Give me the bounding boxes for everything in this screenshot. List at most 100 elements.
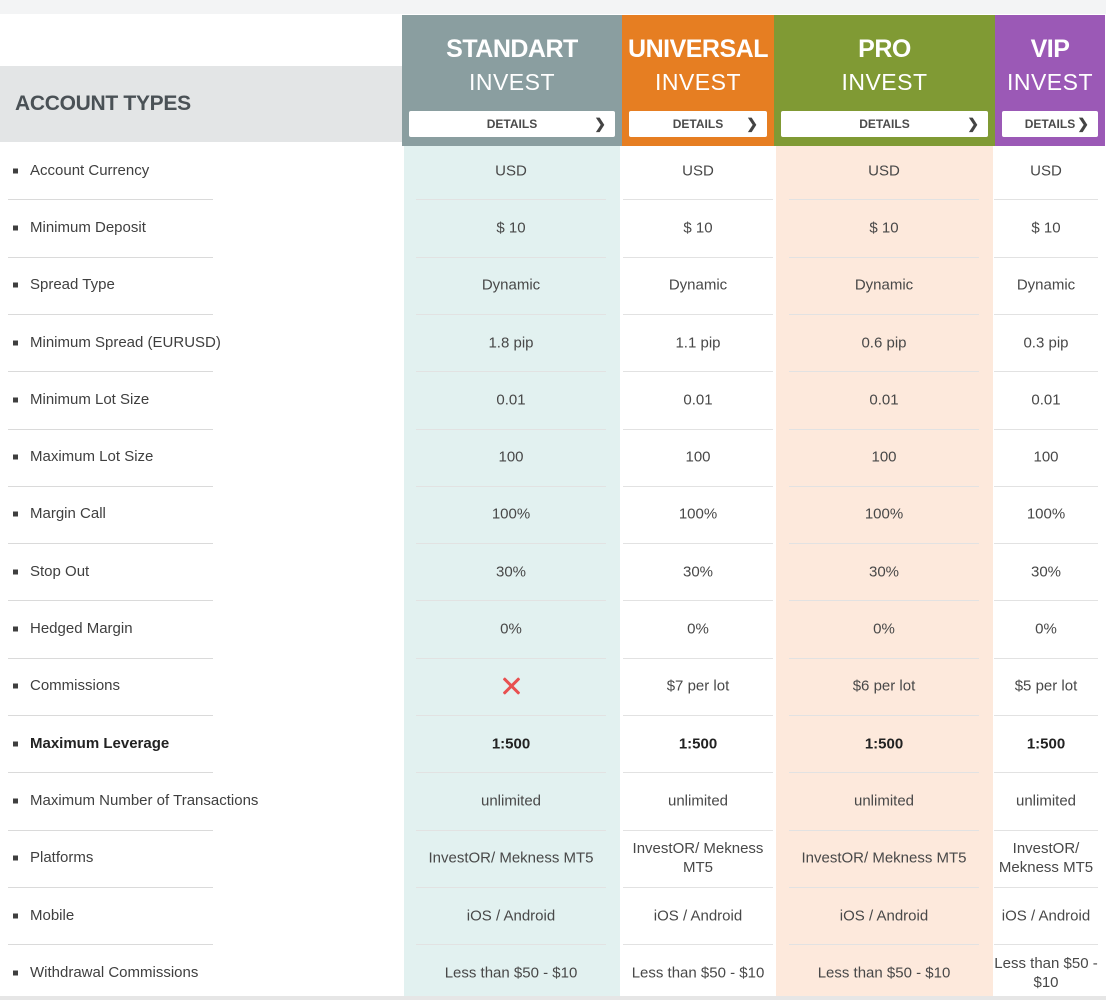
- bullet-icon: [13, 282, 18, 288]
- cell-divider: [789, 715, 979, 716]
- cell-divider: [416, 658, 606, 659]
- cell-divider: [994, 658, 1098, 659]
- cell-divider: [994, 887, 1098, 888]
- row-divider: [8, 543, 213, 544]
- cell-divider: [789, 600, 979, 601]
- row-label: Margin Call: [30, 505, 106, 523]
- universal-column-bg: [624, 146, 772, 996]
- table-cell: 1:500: [864, 735, 904, 753]
- table-cell: 100: [685, 448, 711, 466]
- cross-icon: [500, 675, 522, 697]
- cell-divider: [994, 772, 1098, 773]
- table-cell: iOS / Android: [839, 907, 929, 925]
- standart-details-button[interactable]: DETAILS ❯: [409, 111, 615, 137]
- table-cell: 30%: [495, 563, 527, 581]
- cell-divider: [623, 257, 773, 258]
- cell-divider: [994, 371, 1098, 372]
- bullet-icon: [13, 855, 18, 861]
- vip-details-button[interactable]: DETAILS ❯: [1002, 111, 1098, 137]
- row-label: Spread Type: [30, 276, 115, 294]
- table-cell: 100: [1033, 448, 1059, 466]
- row-divider: [8, 830, 213, 831]
- table-cell: unlimited: [480, 792, 542, 810]
- cell-divider: [789, 314, 979, 315]
- cell-divider: [623, 600, 773, 601]
- vip-column-bg: [997, 146, 1103, 996]
- bullet-icon: [13, 741, 18, 747]
- table-cell: USD: [495, 162, 527, 180]
- cell-divider: [789, 257, 979, 258]
- cell-divider: [994, 429, 1098, 430]
- table-cell: $5 per lot: [1014, 677, 1078, 695]
- account-subtitle: INVEST: [654, 69, 742, 95]
- row-divider: [8, 314, 213, 315]
- cell-divider: [623, 887, 773, 888]
- standart-header: STANDART INVEST DETAILS ❯: [402, 15, 622, 146]
- cell-divider: [416, 314, 606, 315]
- table-cell: Less than $50 - $10: [631, 964, 765, 982]
- table-cell: USD: [682, 162, 714, 180]
- table-cell: [416, 675, 606, 697]
- table-cell: iOS / Android: [1001, 907, 1091, 925]
- cell-divider: [789, 658, 979, 659]
- row-divider: [8, 257, 213, 258]
- cell-divider: [789, 429, 979, 430]
- table-cell: 1:500: [678, 735, 718, 753]
- row-label: Maximum Leverage: [30, 734, 170, 752]
- bullet-icon: [13, 511, 18, 517]
- cell-divider: [789, 199, 979, 200]
- table-cell: $6 per lot: [852, 677, 916, 695]
- row-label: Minimum Spread (EURUSD): [30, 333, 221, 351]
- cell-divider: [416, 772, 606, 773]
- cell-divider: [416, 429, 606, 430]
- row-label: Platforms: [30, 849, 94, 867]
- cell-divider: [623, 830, 773, 831]
- account-name: PRO: [858, 35, 911, 63]
- bullet-icon: [13, 970, 18, 976]
- cell-divider: [623, 429, 773, 430]
- table-cell: InvestOR/ Mekness MT5: [998, 840, 1094, 877]
- cell-divider: [994, 830, 1098, 831]
- cell-divider: [416, 944, 606, 945]
- table-cell: Less than $50 - $10: [817, 964, 951, 982]
- bullet-icon: [13, 397, 18, 403]
- row-label: Maximum Number of Transactions: [30, 791, 259, 809]
- row-divider: [8, 486, 213, 487]
- cell-divider: [416, 371, 606, 372]
- cell-divider: [623, 715, 773, 716]
- cell-divider: [789, 371, 979, 372]
- vip-header: VIP INVEST DETAILS ❯: [995, 15, 1105, 146]
- table-cell: InvestOR/ Mekness MT5: [632, 840, 764, 877]
- row-label: Stop Out: [30, 562, 90, 580]
- table-cell: 0%: [687, 620, 709, 638]
- cell-divider: [789, 772, 979, 773]
- account-types-title: ACCOUNT TYPES: [0, 66, 402, 142]
- universal-details-button[interactable]: DETAILS ❯: [629, 111, 767, 137]
- table-cell: unlimited: [1015, 792, 1077, 810]
- pro-details-button[interactable]: DETAILS ❯: [781, 111, 988, 137]
- table-cell: 100: [498, 448, 524, 466]
- cell-divider: [623, 314, 773, 315]
- cell-divider: [994, 715, 1098, 716]
- bullet-icon: [13, 225, 18, 231]
- cell-divider: [623, 658, 773, 659]
- cell-divider: [789, 486, 979, 487]
- table-cell: $ 10: [869, 219, 899, 237]
- row-divider: [8, 600, 213, 601]
- row-label: Account Currency: [30, 161, 150, 179]
- account-name: STANDART: [446, 35, 578, 63]
- cell-divider: [789, 887, 979, 888]
- chevron-right-icon: ❯: [967, 115, 979, 132]
- cell-divider: [623, 371, 773, 372]
- bullet-icon: [13, 168, 18, 174]
- bullet-icon: [13, 340, 18, 346]
- cell-divider: [416, 257, 606, 258]
- table-cell: $ 10: [496, 219, 526, 237]
- row-divider: [8, 715, 213, 716]
- table-cell: unlimited: [853, 792, 915, 810]
- row-divider: [8, 199, 213, 200]
- details-label: DETAILS: [859, 117, 910, 131]
- row-divider: [8, 887, 213, 888]
- bullet-icon: [13, 913, 18, 919]
- row-divider: [8, 658, 213, 659]
